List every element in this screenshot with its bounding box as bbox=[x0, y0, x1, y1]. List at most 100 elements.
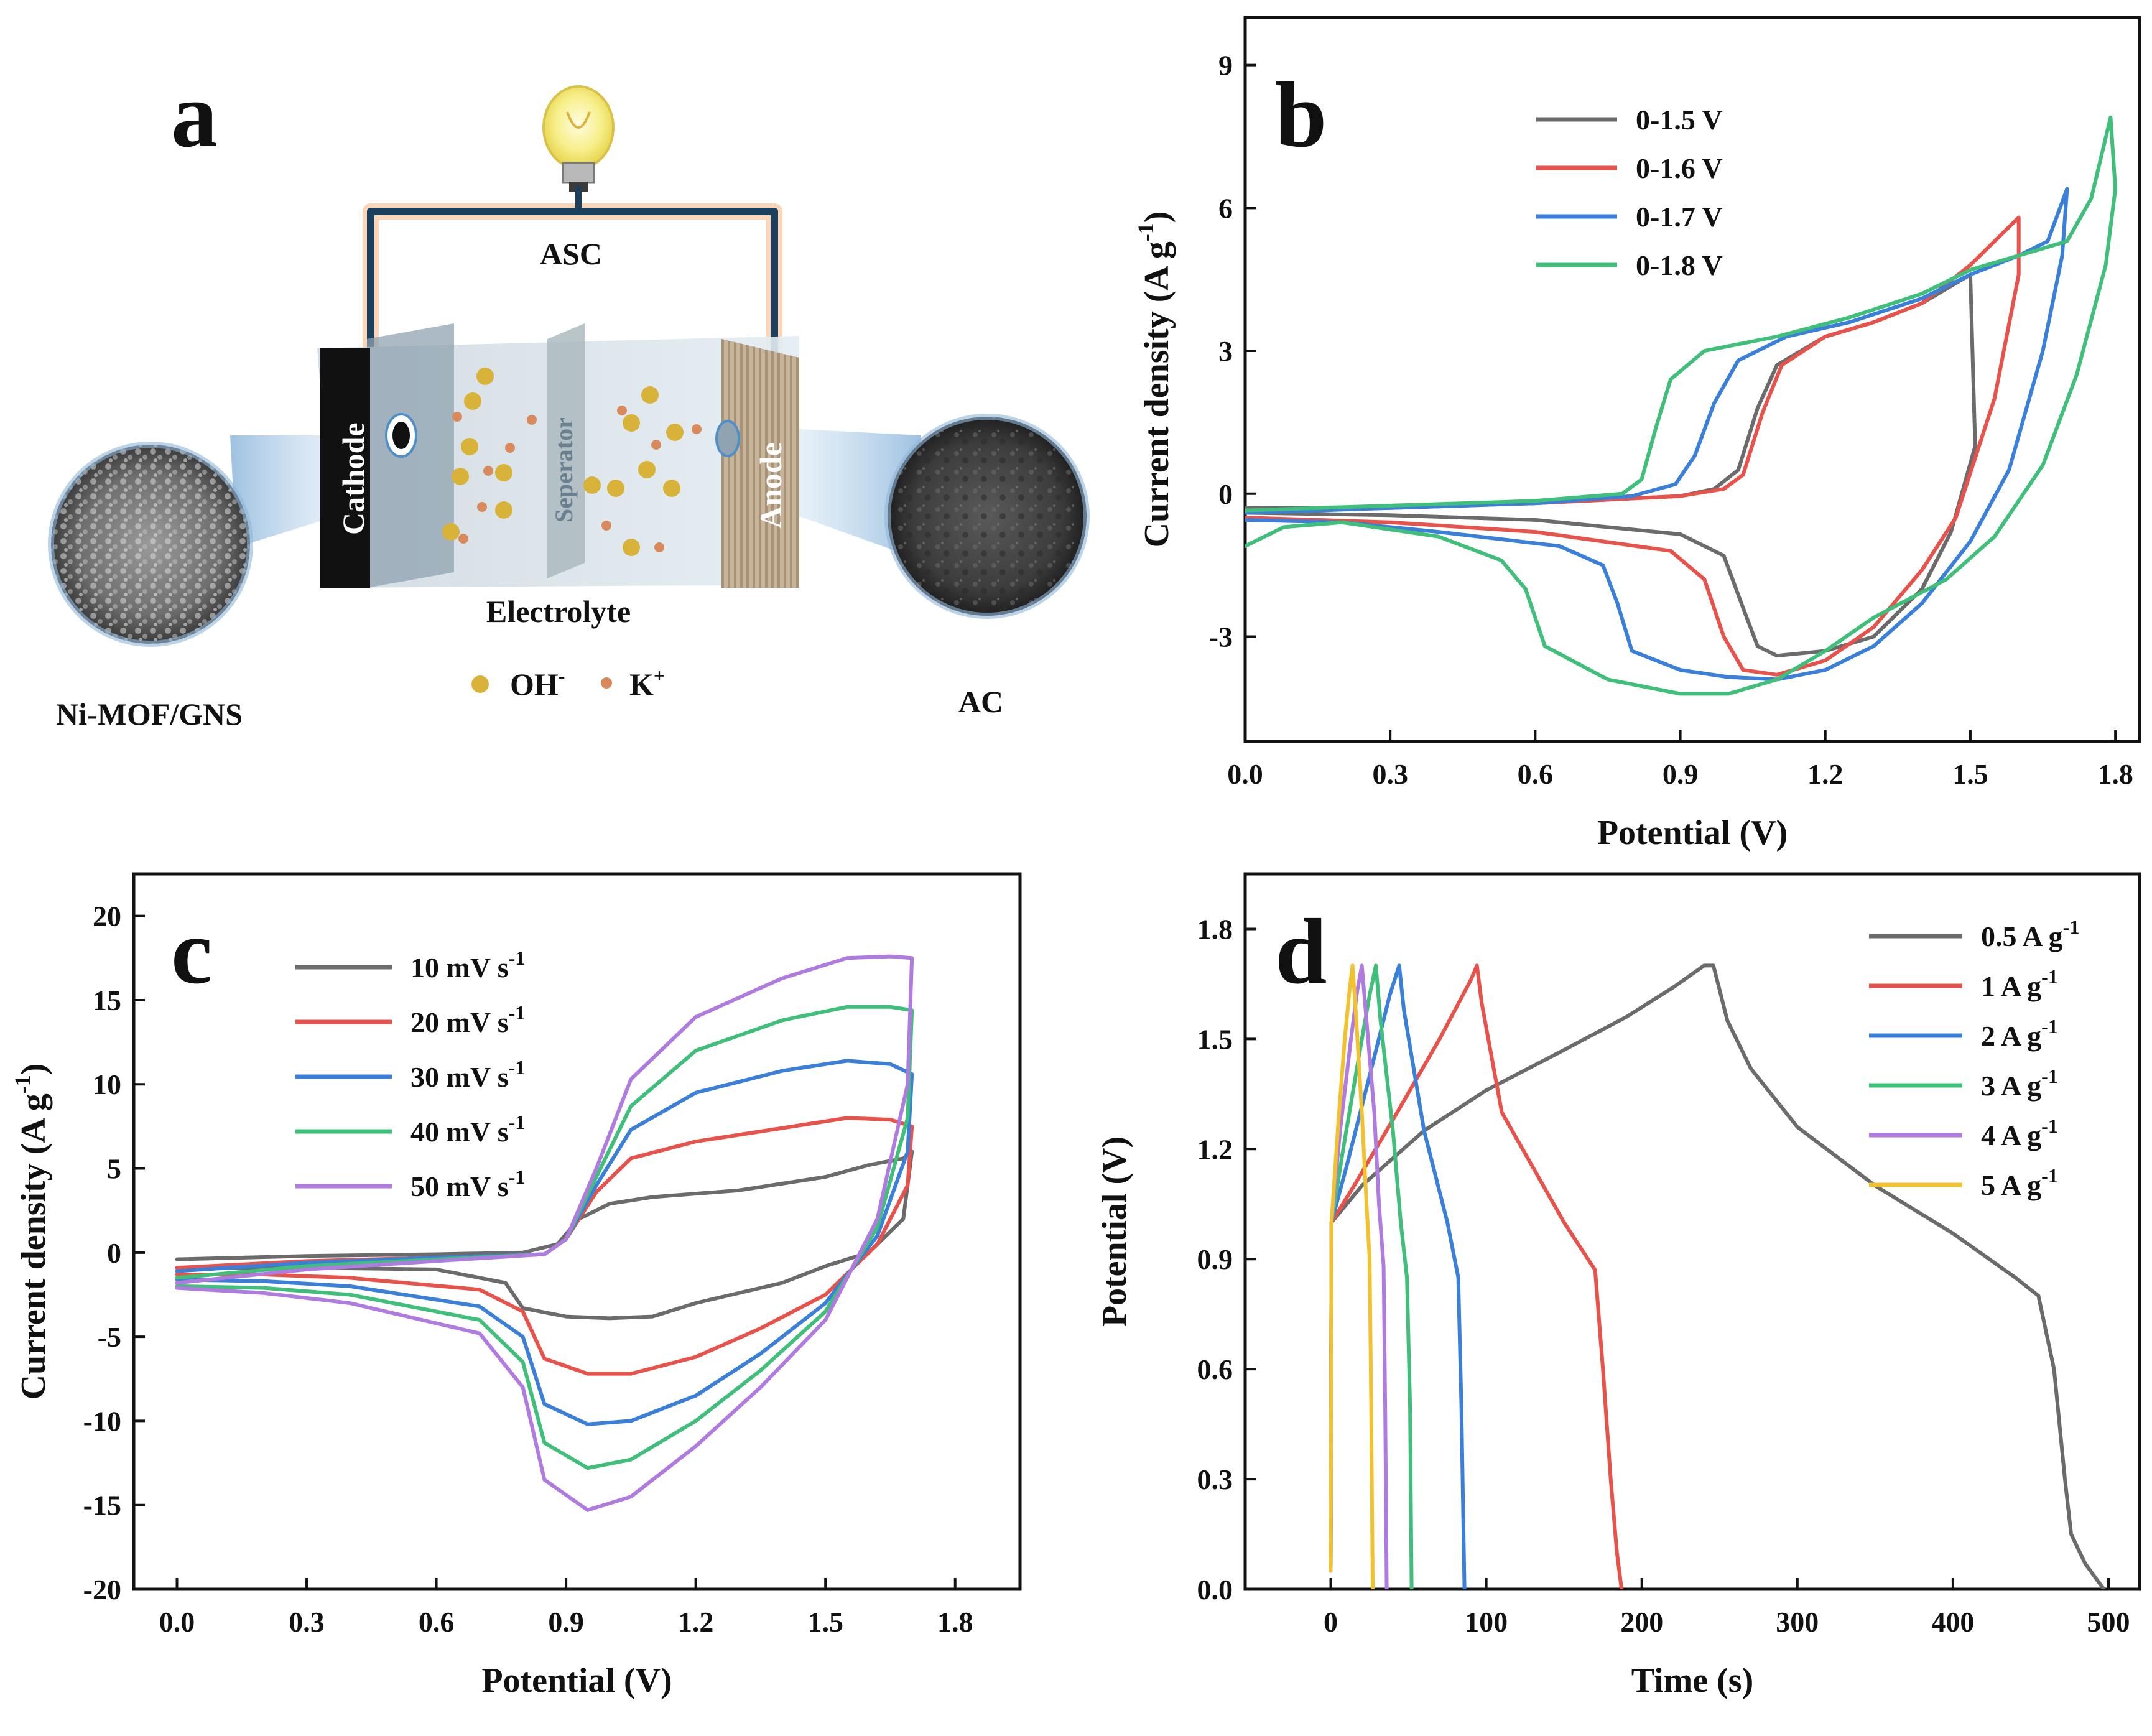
x-tick-label: 1.5 bbox=[1952, 758, 1988, 790]
x-tick-label: 1.5 bbox=[807, 1606, 843, 1638]
y-tick-label: 0.9 bbox=[1197, 1243, 1233, 1275]
y-tick-label: 1.2 bbox=[1197, 1133, 1233, 1165]
y-tick-label: 0.3 bbox=[1197, 1464, 1233, 1495]
legend-label: 20 mV s-1 bbox=[410, 1001, 525, 1038]
series-line bbox=[175, 1149, 914, 1321]
y-tick-label: -5 bbox=[98, 1321, 121, 1353]
cathode-plate bbox=[320, 348, 370, 588]
oh-ion bbox=[666, 424, 684, 441]
oh-ion bbox=[623, 539, 640, 556]
oh-ion bbox=[464, 392, 481, 410]
ions bbox=[442, 368, 702, 556]
x-tick-label: 0.9 bbox=[1663, 758, 1699, 790]
x-tick-label: 0 bbox=[1324, 1606, 1338, 1638]
panel-c: c 0.0 0.3 0.6 0.9 1.2 1.5 1.8 -20 -15 -10 -5 0 5 10 15… bbox=[10, 872, 1022, 1700]
series-line bbox=[1329, 963, 1414, 1589]
legend-label: 10 mV s-1 bbox=[410, 947, 525, 983]
k-ion bbox=[527, 415, 537, 425]
x-axis-label: Potential (V) bbox=[1597, 814, 1788, 852]
k-ion bbox=[651, 440, 661, 450]
circuit-wire bbox=[363, 187, 782, 355]
oh-ion bbox=[442, 523, 460, 541]
anode-label: Anode bbox=[753, 442, 788, 529]
oh-ion bbox=[663, 480, 680, 497]
oh-ion bbox=[623, 414, 640, 432]
y-tick-label: 6 bbox=[1218, 192, 1233, 224]
cell-body bbox=[317, 323, 799, 588]
panel-c-letter: c bbox=[171, 900, 213, 1003]
y-tick-label: 0 bbox=[107, 1237, 121, 1269]
y-axis-label: Current density (A g-1) bbox=[10, 1064, 53, 1400]
oh-ion bbox=[583, 476, 601, 494]
k-ion bbox=[505, 443, 515, 453]
legend-label: 0-1.8 V bbox=[1636, 249, 1723, 281]
x-tick-label: 1.2 bbox=[678, 1606, 714, 1638]
legend-label: 0.5 A g-1 bbox=[1981, 916, 2079, 952]
x-tick-label: 500 bbox=[2087, 1606, 2130, 1638]
k-ion bbox=[452, 412, 462, 422]
electrolyte-label: Electrolyte bbox=[486, 594, 631, 629]
x-tick-label: 400 bbox=[1931, 1606, 1974, 1638]
y-axis-label: Potential (V) bbox=[1095, 1136, 1134, 1327]
y-tick-label: 9 bbox=[1218, 50, 1233, 81]
oh-ion bbox=[495, 501, 512, 519]
legend-label: 0-1.7 V bbox=[1636, 201, 1723, 233]
k-ion bbox=[692, 424, 702, 434]
y-tick-label: 0.6 bbox=[1197, 1353, 1233, 1385]
right-material-label: AC bbox=[958, 684, 1003, 719]
anode-plate bbox=[721, 339, 799, 588]
k-legend-marker bbox=[601, 677, 612, 689]
k-ion bbox=[654, 542, 664, 552]
series-line bbox=[1245, 115, 2118, 696]
y-tick-label: 5 bbox=[107, 1153, 121, 1185]
k-ion bbox=[458, 534, 468, 544]
plot-frame bbox=[132, 872, 1022, 1591]
y-tick-label: 3 bbox=[1218, 335, 1233, 367]
y-tick-label: 0 bbox=[1218, 478, 1233, 510]
x-tick-label: 0.0 bbox=[159, 1606, 195, 1638]
left-beam bbox=[230, 435, 336, 547]
series-line bbox=[1245, 272, 1977, 658]
x-tick-label: 0.9 bbox=[548, 1606, 584, 1638]
oh-ion bbox=[638, 461, 656, 478]
legend-label: 30 mV s-1 bbox=[410, 1056, 525, 1093]
plot-frame bbox=[1243, 16, 2141, 743]
separator-label: Seperator bbox=[550, 417, 578, 522]
y-tick-label: -20 bbox=[83, 1574, 121, 1605]
oh-legend-label: OH- bbox=[510, 664, 565, 702]
legend-label: 0-1.6 V bbox=[1636, 152, 1723, 184]
series-line bbox=[1329, 963, 1375, 1589]
series-line bbox=[1245, 187, 2069, 682]
left-sem-image bbox=[48, 442, 253, 647]
series-line bbox=[1329, 963, 2106, 1589]
x-axis-label: Time (s) bbox=[1631, 1661, 1754, 1700]
k-ion bbox=[477, 502, 487, 512]
series-line bbox=[1329, 963, 1389, 1589]
series-line bbox=[1329, 963, 1624, 1589]
x-tick-label: 300 bbox=[1776, 1606, 1819, 1638]
series-line bbox=[1329, 963, 1467, 1589]
x-tick-label: 0.6 bbox=[1518, 758, 1554, 790]
oh-ion bbox=[641, 386, 659, 404]
y-tick-label: 10 bbox=[93, 1069, 121, 1100]
k-ion bbox=[601, 521, 611, 531]
x-tick-label: 0.0 bbox=[1227, 758, 1263, 790]
legend-label: 1 A g-1 bbox=[1981, 965, 2058, 1002]
y-tick-label: 1.5 bbox=[1197, 1023, 1233, 1055]
legend-label: 4 A g-1 bbox=[1981, 1115, 2058, 1151]
x-tick-label: 0.3 bbox=[1372, 758, 1408, 790]
panel-b: b 0.0 0.3 0.6 0.9 1.2 1.5 1.8 -3 0 3 6 9 Potential (… bbox=[1133, 16, 2141, 852]
legend-label: 3 A g-1 bbox=[1981, 1065, 2058, 1102]
asc-label: ASC bbox=[540, 236, 602, 271]
x-tick-label: 1.8 bbox=[2097, 758, 2133, 790]
oh-ion bbox=[461, 438, 478, 455]
y-tick-label: -3 bbox=[1209, 621, 1233, 653]
x-tick-label: 1.8 bbox=[937, 1606, 973, 1638]
x-tick-label: 200 bbox=[1620, 1606, 1663, 1638]
x-tick-label: 100 bbox=[1465, 1606, 1508, 1638]
oh-ion bbox=[476, 368, 494, 385]
k-legend-label: K+ bbox=[629, 664, 665, 702]
k-ion bbox=[617, 406, 627, 415]
oh-ion bbox=[607, 480, 624, 497]
